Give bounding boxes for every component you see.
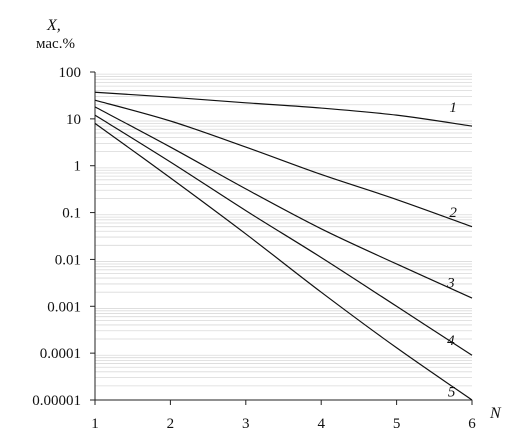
y-tick-label: 100 — [59, 65, 82, 81]
curve-label-5: 5 — [448, 384, 456, 400]
y-tick-label: 10 — [66, 112, 81, 128]
x-tick-label: 4 — [317, 416, 325, 432]
y-tick-label: 0.00001 — [32, 393, 81, 409]
curve-labels: 1 2 3 4 5 — [446, 100, 457, 400]
x-tick-label: 5 — [393, 416, 401, 432]
y-tick-label: 0.01 — [55, 252, 81, 268]
y-tick-label: 0.0001 — [40, 346, 81, 362]
curve-4 — [94, 114, 473, 356]
curve-label-1: 1 — [449, 100, 457, 116]
x-tick-label: 3 — [242, 416, 250, 432]
axes — [90, 71, 473, 405]
y-axis-unit: мас.% — [36, 36, 75, 52]
curve-label-2: 2 — [449, 205, 457, 221]
curve-5 — [94, 122, 473, 401]
curve-label-3: 3 — [446, 276, 455, 292]
curve-1 — [94, 91, 473, 127]
y-tick-label: 0.001 — [47, 299, 81, 315]
curves — [94, 91, 473, 401]
x-tick-label: 2 — [167, 416, 175, 432]
x-axis-label: N — [489, 405, 502, 422]
y-axis-symbol: X, — [46, 17, 61, 34]
x-tick-label: 1 — [91, 416, 99, 432]
grid-lines — [95, 73, 472, 387]
y-tick-label: 0.1 — [62, 206, 81, 222]
curve-2 — [94, 99, 473, 228]
y-tick-label: 1 — [74, 159, 82, 175]
curve-3 — [94, 106, 473, 299]
curve-label-4: 4 — [447, 333, 455, 349]
x-tick-label: 6 — [468, 416, 476, 432]
